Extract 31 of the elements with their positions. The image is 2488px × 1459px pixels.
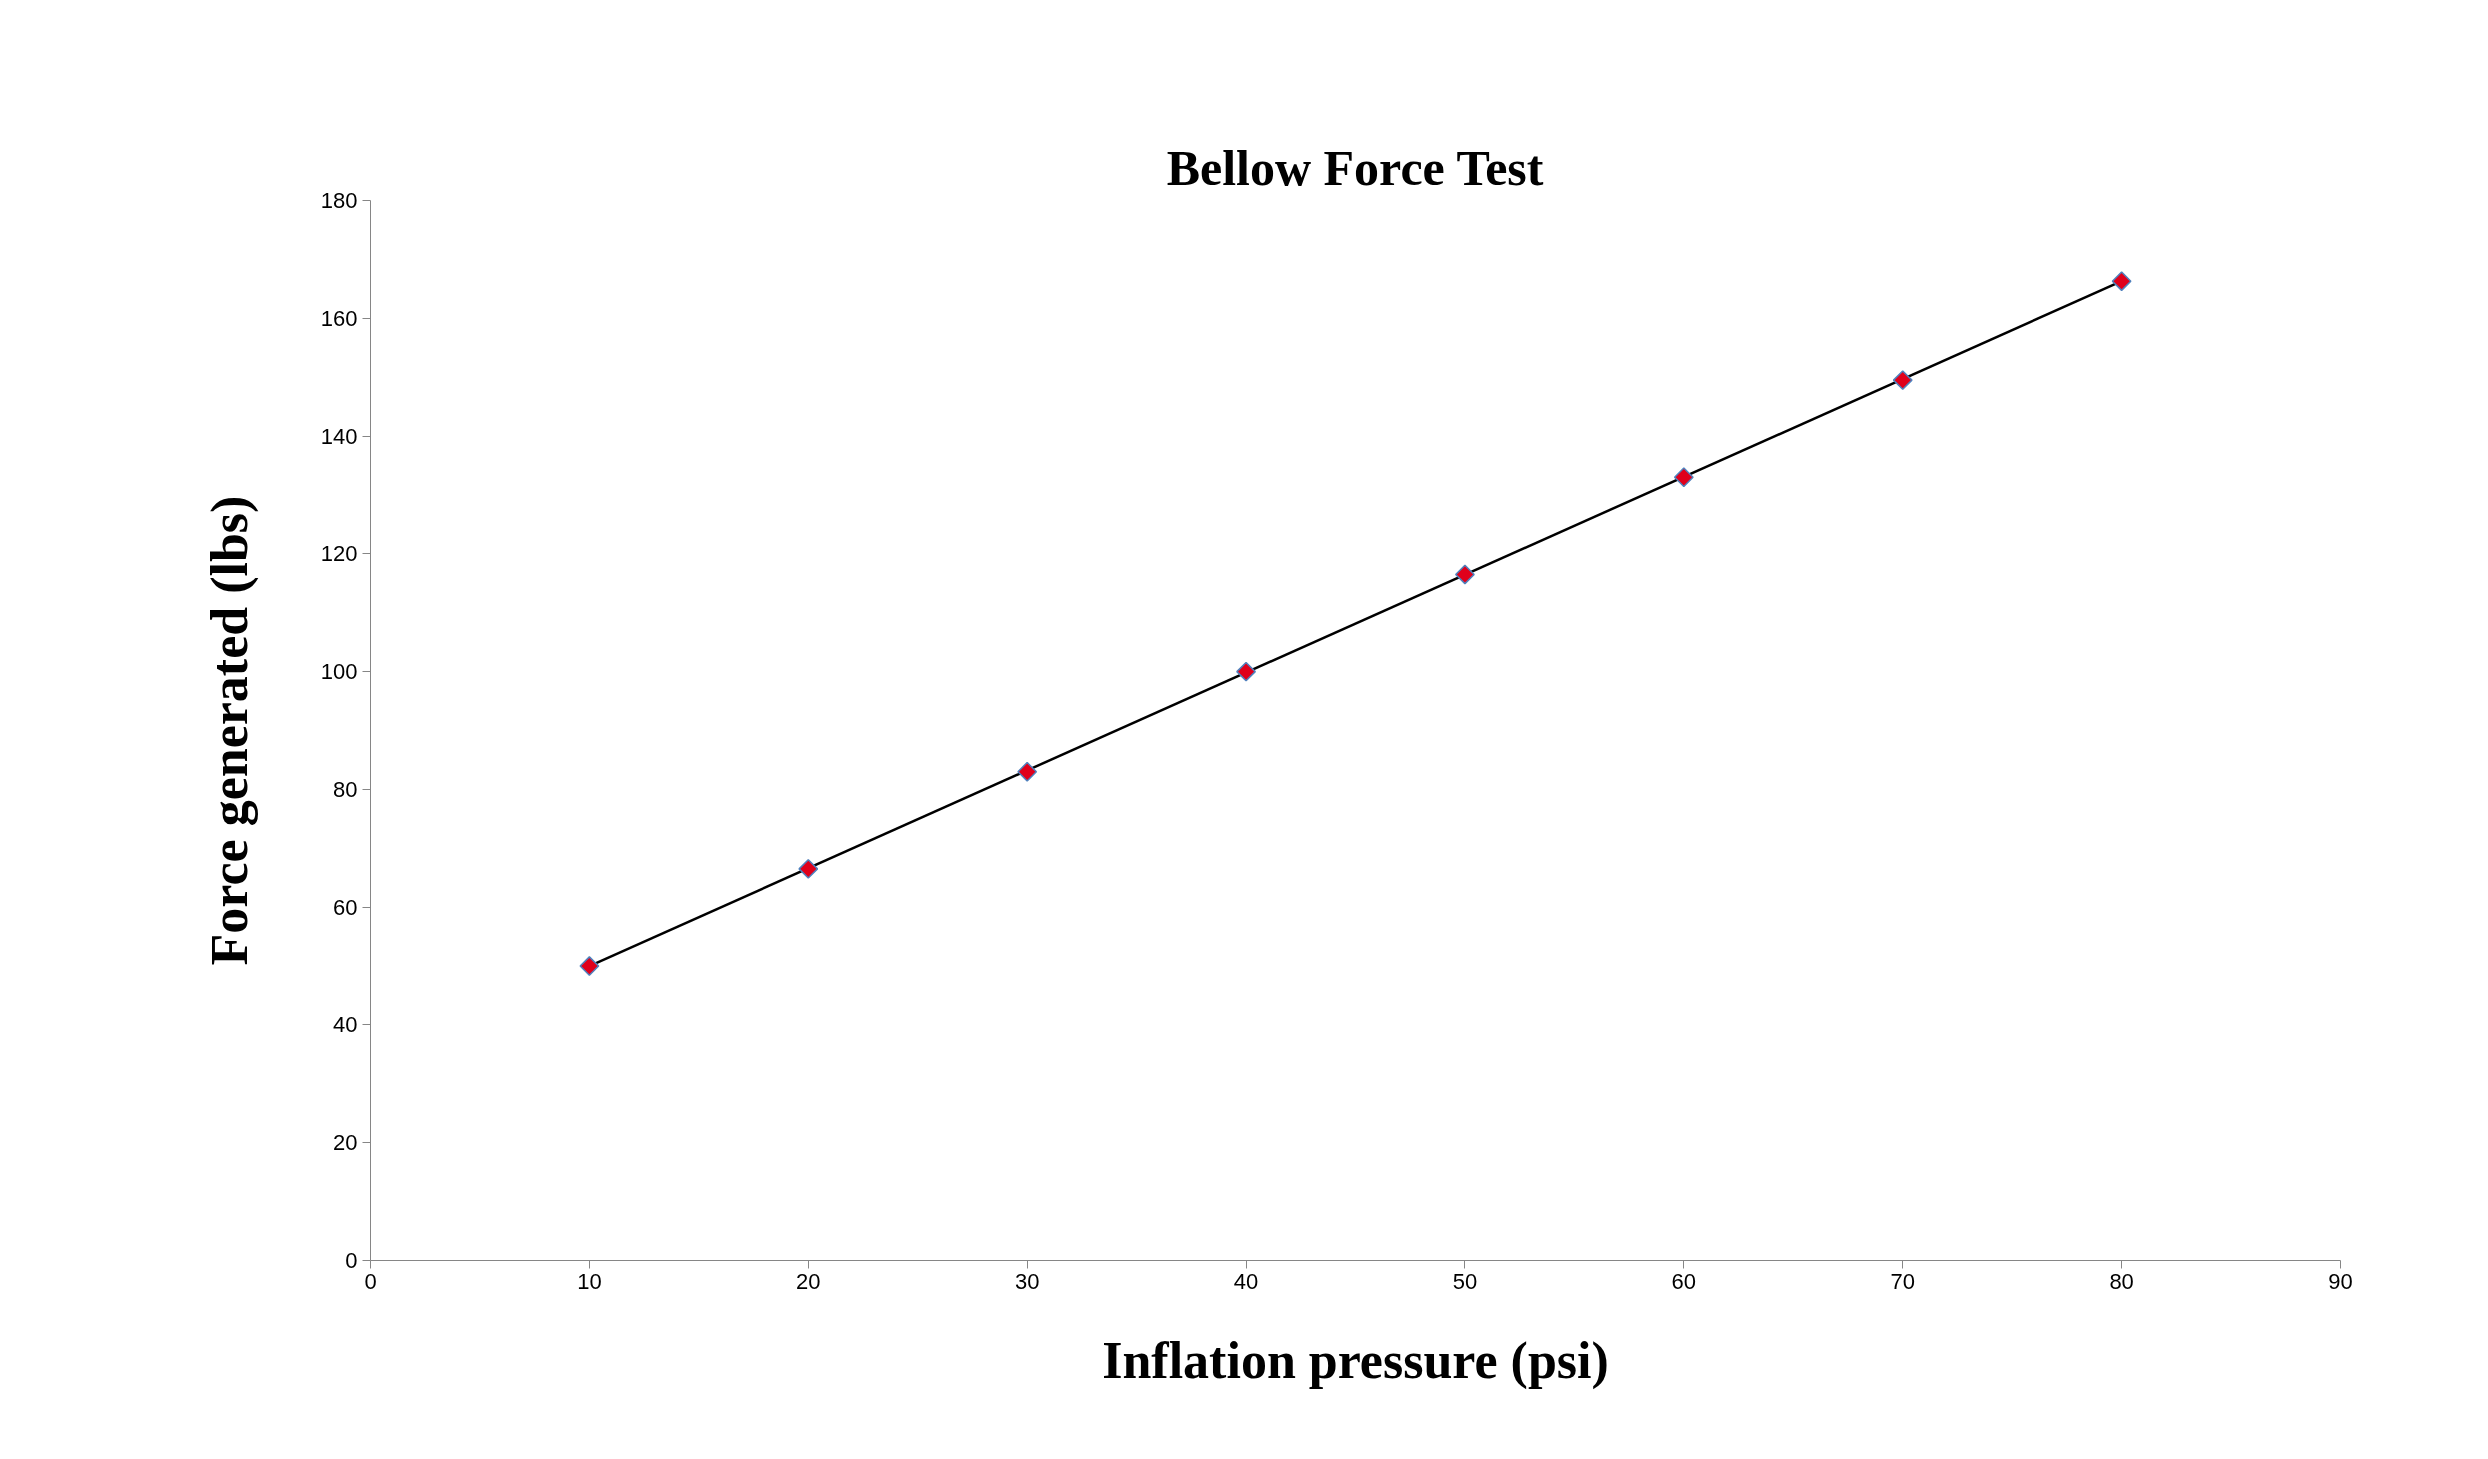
y-tick-label: 100: [320, 659, 358, 685]
point: [1455, 564, 1475, 585]
point: [798, 858, 819, 879]
point: [1673, 467, 1694, 488]
y-tick-label: 180: [320, 188, 358, 213]
x-tick-label: 0: [364, 1268, 377, 1294]
y-tick-label: 160: [320, 305, 358, 331]
y-tick-label: 20: [333, 1130, 358, 1156]
point: [579, 956, 600, 976]
x-tick-label: 10: [577, 1268, 602, 1294]
x-tick-label: 30: [1014, 1268, 1040, 1294]
point: [2111, 271, 2132, 292]
x-tick-label: 50: [1452, 1268, 1478, 1294]
point: [1236, 661, 1256, 682]
x-tick-label: 80: [2109, 1268, 2134, 1294]
y-tick-label: 80: [333, 776, 358, 802]
y-tick-label: 60: [333, 894, 358, 920]
x-tick-label: 40: [1233, 1268, 1259, 1294]
y-tick-label: 0: [345, 1248, 358, 1273]
x-tick-label: 20: [796, 1268, 821, 1294]
x-tick-label: 60: [1671, 1268, 1697, 1294]
chart-title: Bellow Force Test: [1166, 139, 1544, 196]
y-tick-label: 40: [333, 1012, 358, 1038]
y-tick-label: 140: [320, 423, 358, 449]
y-tick-label: 120: [320, 541, 358, 567]
x-axis-title: Inflation pressure (psi): [1102, 1331, 1609, 1390]
y-axis-title: Force generated (lbs): [200, 495, 259, 966]
x-tick-label: 90: [2328, 1268, 2353, 1294]
point: [1892, 370, 1913, 391]
point: [1017, 761, 1038, 782]
x-tick-label: 70: [1890, 1268, 1915, 1294]
